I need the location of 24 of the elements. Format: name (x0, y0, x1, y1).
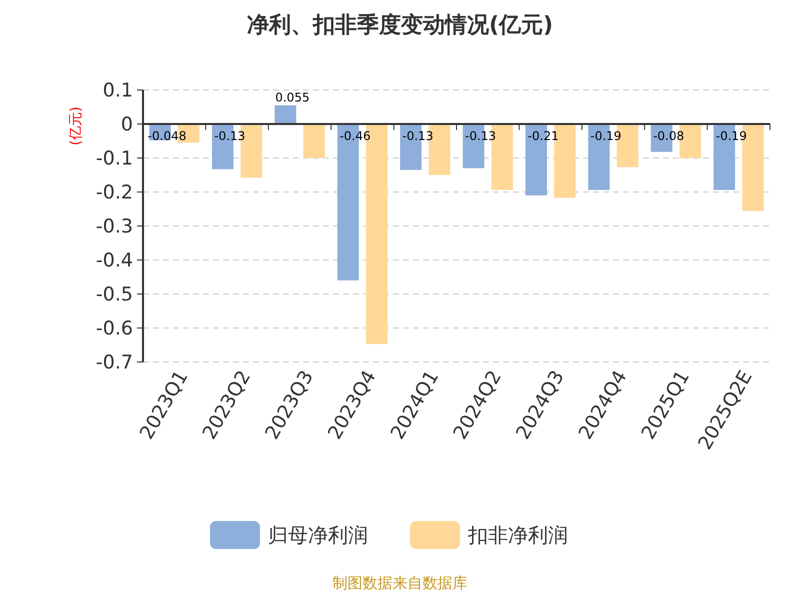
data-label: -0.13 (402, 129, 434, 143)
legend-label: 扣非净利润 (467, 523, 568, 547)
data-label: -0.13 (464, 129, 496, 143)
y-tick-label: -0.7 (96, 352, 133, 374)
data-label: -0.46 (340, 129, 371, 143)
y-tick-label: -0.2 (96, 182, 133, 204)
data-label: -0.19 (590, 129, 622, 143)
data-label: -0.08 (653, 129, 684, 143)
data-label: 0.055 (275, 90, 310, 104)
y-tick-label: -0.5 (96, 284, 133, 306)
text: 制图数据来自数据库 (332, 574, 468, 592)
y-tick-label: 0.1 (102, 80, 133, 102)
y-tick-label: -0.3 (96, 216, 133, 238)
y-tick-label: -0.4 (96, 250, 133, 272)
y-tick-label: -0.1 (96, 148, 133, 170)
y-tick-label: -0.6 (96, 318, 133, 340)
y-axis-title: (亿元) (68, 106, 84, 146)
data-label: -0.21 (528, 129, 559, 143)
legend-label: 归母净利润 (268, 523, 368, 547)
data-label: -0.048 (148, 129, 186, 143)
y-tick-label: 0 (120, 114, 133, 136)
data-label: -0.13 (214, 129, 246, 143)
data-label: -0.19 (716, 129, 747, 143)
chart-title: 净利、扣非季度变动情况(亿元) (246, 12, 554, 38)
